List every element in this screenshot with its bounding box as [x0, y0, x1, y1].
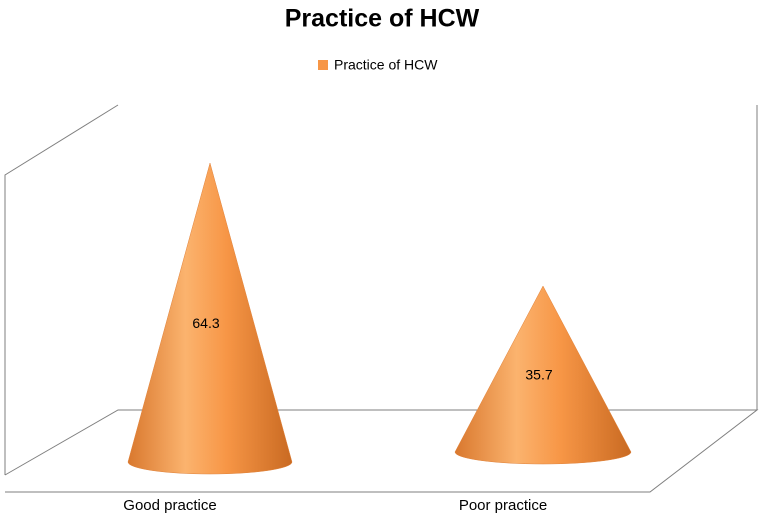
x-tick-label: Poor practice: [459, 497, 547, 514]
cone-body: [127, 162, 293, 475]
cone: [454, 285, 632, 465]
legend-swatch: [318, 60, 328, 70]
legend-label: Practice of HCW: [334, 57, 438, 73]
cone-body: [454, 285, 632, 465]
plot-frame: [4, 104, 759, 493]
data-label: 64.3: [192, 315, 219, 331]
x-tick-label: Good practice: [123, 497, 216, 514]
cone: [127, 162, 293, 475]
data-label: 35.7: [525, 366, 552, 382]
chart-title: Practice of HCW: [285, 5, 480, 33]
